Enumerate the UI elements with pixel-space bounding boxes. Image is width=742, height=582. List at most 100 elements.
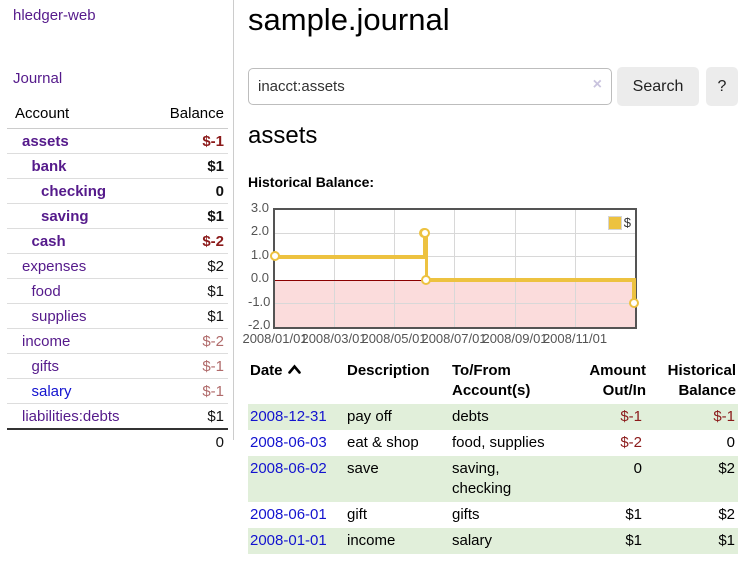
account-link[interactable]: assets <box>22 132 69 150</box>
x-axis-tick-label: 2008/09/01 <box>482 331 548 346</box>
account-balance: $1 <box>207 282 224 300</box>
account-link[interactable]: salary <box>31 382 72 400</box>
account-link[interactable]: income <box>22 332 71 350</box>
transaction-amount: $-2 <box>620 434 642 451</box>
account-link[interactable]: cash <box>31 232 66 250</box>
y-axis-tick-label: 3.0 <box>250 200 269 215</box>
sort-ascending-icon <box>287 364 301 374</box>
account-link[interactable]: supplies <box>31 307 87 325</box>
transaction-row: 2008-06-01 gift gifts $1 $2 <box>248 502 738 528</box>
transaction-description: gift <box>347 506 368 523</box>
account-row: gifts $-1 <box>7 354 228 379</box>
transaction-description: eat & shop <box>347 434 419 451</box>
transaction-date-link[interactable]: 2008-06-01 <box>250 506 327 523</box>
accounts-table: Account Balance assets $-1 bank $1 checking 0… <box>7 101 228 454</box>
account-balance: $1 <box>207 407 224 425</box>
register-column-header[interactable]: Amount Out/In <box>589 362 646 399</box>
search-button[interactable]: Search <box>617 67 699 106</box>
transaction-accounts: gifts <box>452 506 480 523</box>
y-gridline <box>275 303 635 305</box>
transaction-accounts: saving, checking <box>452 460 512 497</box>
account-link[interactable]: checking <box>41 182 107 200</box>
account-row: income $-2 <box>7 329 228 354</box>
x-gridline <box>514 210 516 327</box>
transaction-date-link[interactable]: 2008-06-02 <box>250 460 327 477</box>
transaction-description: pay off <box>347 408 392 425</box>
account-title: assets <box>248 122 318 149</box>
transaction-balance: $1 <box>718 532 735 549</box>
transaction-date-link[interactable]: 2008-12-31 <box>250 408 327 425</box>
y-axis-tick-label: 0.0 <box>250 270 269 286</box>
transaction-amount: $1 <box>625 506 642 523</box>
account-balance: $1 <box>207 207 224 225</box>
account-row: assets $-1 <box>7 129 228 154</box>
account-balance: $-1 <box>202 357 224 375</box>
transaction-description: income <box>347 532 396 549</box>
register-table-body: 2008-12-31 pay off debts $-1 $-1 2008-06-03 ea… <box>248 404 738 554</box>
account-row: checking 0 <box>7 179 228 204</box>
accounts-header-account: Account <box>7 101 147 129</box>
transaction-accounts: food, supplies <box>452 434 545 451</box>
y-gridline <box>275 256 635 258</box>
accounts-total-balance: 0 <box>215 433 224 451</box>
balance-line-segment <box>424 231 429 282</box>
register-column-header[interactable]: Date <box>248 358 345 404</box>
transaction-row: 2008-06-02 save saving, checking 0 $2 <box>248 456 738 502</box>
help-button[interactable]: ? <box>706 67 738 106</box>
legend-swatch-icon <box>607 215 622 230</box>
data-point-marker <box>269 251 280 262</box>
clear-search-icon[interactable]: × <box>592 76 602 93</box>
account-row: liabilities:debts $1 <box>7 404 228 429</box>
accounts-table-body: assets $-1 bank $1 checking 0 saving $1 cash $-2 e… <box>7 129 228 429</box>
transaction-balance: $2 <box>718 506 735 523</box>
account-link[interactable]: expenses <box>22 257 87 275</box>
account-row: saving $1 <box>7 204 228 229</box>
transaction-accounts: debts <box>452 408 489 425</box>
chart-label: Historical Balance: <box>248 174 375 190</box>
transaction-row: 2008-01-01 income salary $1 $1 <box>248 528 738 554</box>
account-link[interactable]: liabilities:debts <box>22 407 120 425</box>
account-row: expenses $2 <box>7 254 228 279</box>
register-header-row: Date Description To/From Account(s) Amount … <box>248 358 738 404</box>
transaction-date-link[interactable]: 2008-06-03 <box>250 434 327 451</box>
account-balance: $-2 <box>202 332 224 350</box>
accounts-header-row: Account Balance <box>7 101 228 129</box>
transaction-balance: $2 <box>718 460 735 477</box>
sidebar-item-journal[interactable]: Journal <box>13 70 63 87</box>
account-balance: $1 <box>207 307 224 325</box>
x-axis-tick-label: 2008/05/01 <box>361 331 427 346</box>
account-link[interactable]: bank <box>31 157 67 175</box>
account-link[interactable]: food <box>31 282 61 300</box>
account-row: salary $-1 <box>7 379 228 404</box>
balance-line-segment <box>273 255 427 259</box>
app-brand-link[interactable]: hledger-web <box>13 7 96 24</box>
register-column-header[interactable]: Historical Balance <box>667 362 736 399</box>
transaction-balance: $-1 <box>713 408 735 425</box>
sidebar: hledger-web Journal Account Balance asse… <box>0 0 234 451</box>
x-axis-tick-label: 2008/11/01 <box>542 331 608 346</box>
transaction-date-link[interactable]: 2008-01-01 <box>250 532 327 549</box>
transaction-balance: 0 <box>726 434 735 451</box>
balance-line-segment <box>422 231 427 259</box>
search-input[interactable] <box>248 68 612 105</box>
account-link[interactable]: gifts <box>31 357 60 375</box>
transaction-amount: $1 <box>625 532 642 549</box>
account-row: supplies $1 <box>7 304 228 329</box>
transaction-amount: $-1 <box>620 408 642 425</box>
account-balance: $-2 <box>202 232 224 250</box>
transaction-row: 2008-12-31 pay off debts $-1 $-1 <box>248 404 738 430</box>
account-link[interactable]: saving <box>41 207 89 225</box>
register-column-header[interactable]: To/From Account(s) <box>452 362 531 399</box>
x-gridline <box>453 210 455 327</box>
search-form: × <box>248 68 612 105</box>
x-gridline <box>333 210 335 327</box>
transaction-row: 2008-06-03 eat & shop food, supplies $-2 0 <box>248 430 738 456</box>
account-balance: 0 <box>215 182 224 200</box>
main-content: sample.journal × Search ? assets Histori… <box>242 0 742 582</box>
register-column-header[interactable]: Description <box>347 362 430 379</box>
chart-legend: $ <box>606 214 632 231</box>
transaction-accounts: salary <box>452 532 493 549</box>
x-axis-tick-label: 2008/07/01 <box>421 331 487 346</box>
page-title: sample.journal <box>248 2 450 37</box>
register-table: Date Description To/From Account(s) Amount … <box>248 358 738 554</box>
